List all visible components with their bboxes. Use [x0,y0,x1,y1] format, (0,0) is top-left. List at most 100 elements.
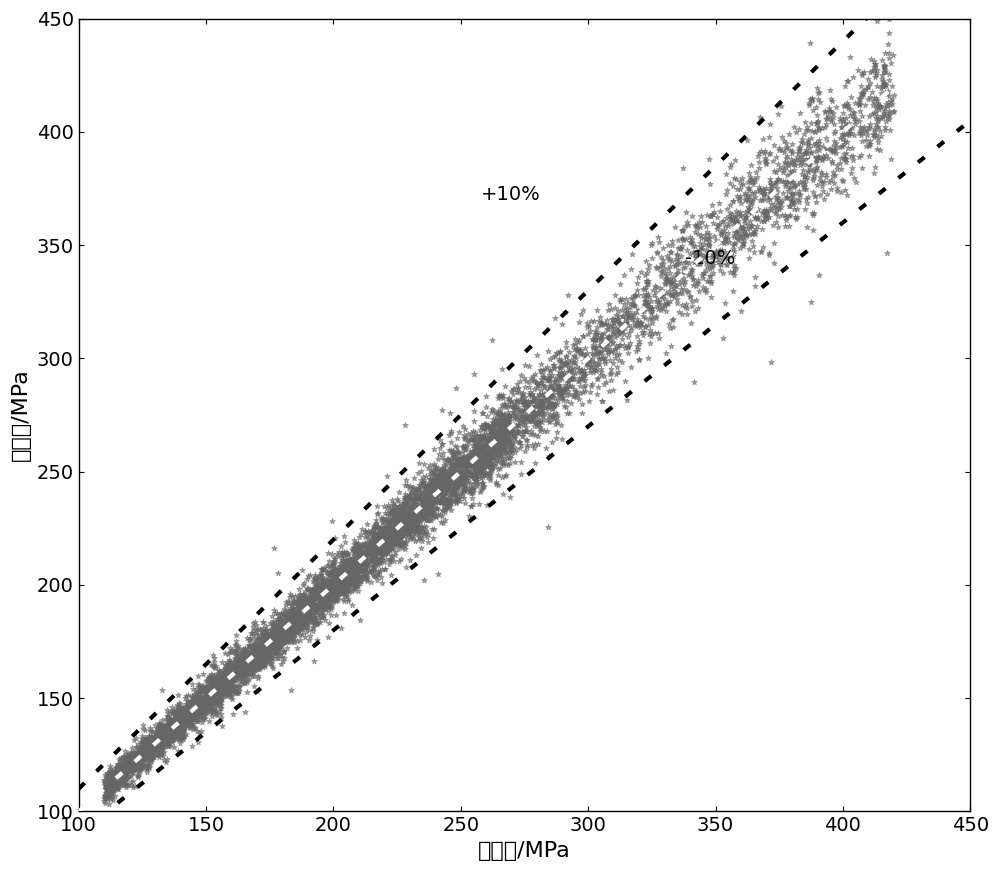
Point [381,538,397,552]
Point [152,723,168,737]
Point [417,479,433,493]
Point [750,210,766,224]
Point [640,317,656,331]
Point [231,663,247,677]
Point [361,564,377,578]
Point [377,543,393,557]
Point [747,269,763,283]
Point [199,686,215,700]
Point [385,534,401,548]
Point [409,507,425,521]
Point [416,519,432,533]
Point [372,542,388,555]
Point [364,537,380,551]
Point [411,456,427,470]
Point [114,765,130,779]
Point [139,744,155,758]
Point [593,316,609,330]
Point [288,625,304,639]
Point [132,763,148,777]
Point [354,549,370,563]
Point [255,621,271,635]
Point [243,655,259,669]
Point [300,607,316,621]
Point [428,485,444,499]
Point [617,374,633,388]
Point [814,152,830,166]
Point [478,447,494,461]
Point [275,627,291,641]
Point [443,470,459,484]
Point [388,505,404,519]
Point [566,382,582,396]
Point [149,721,165,735]
Point [366,562,382,576]
Point [832,140,848,154]
Point [471,450,487,464]
Point [340,565,356,579]
Point [534,388,550,402]
Point [386,507,402,521]
Point [358,557,374,571]
Point [363,526,379,540]
Point [421,484,437,498]
Point [826,133,842,147]
Point [407,509,423,523]
Point [119,746,135,760]
Point [373,528,389,542]
Point [215,675,231,689]
Point [256,632,272,646]
Point [152,732,168,746]
Point [492,439,508,453]
Point [337,572,353,586]
Point [314,562,330,576]
Point [275,615,291,629]
Point [106,768,122,782]
Point [881,73,897,87]
Point [108,780,124,794]
Point [352,547,368,561]
Point [255,640,271,654]
Point [324,578,340,592]
Point [216,665,232,679]
Point [247,654,263,668]
Point [287,603,303,617]
Point [846,112,862,126]
Point [382,540,398,554]
Point [388,508,404,522]
Point [241,638,257,652]
Point [468,465,484,479]
Point [396,521,412,535]
Point [453,460,469,473]
Point [618,316,634,330]
Point [246,623,262,637]
Point [327,581,343,595]
Point [135,736,151,750]
Point [492,461,508,475]
Point [170,715,186,729]
Point [97,778,113,792]
Point [304,595,320,609]
Point [200,686,216,700]
Point [235,668,251,682]
Point [294,601,310,615]
Point [312,582,328,596]
Point [493,426,509,439]
Point [449,475,465,489]
Point [416,504,432,518]
Point [153,744,169,758]
Point [217,662,233,676]
Point [306,576,322,590]
Point [312,607,328,621]
Point [722,206,738,220]
Point [435,516,451,530]
Point [152,744,168,758]
Point [290,610,306,624]
Point [662,245,678,259]
Point [155,725,171,739]
Point [159,714,175,728]
Point [675,223,691,237]
Point [377,521,393,535]
Point [342,562,358,576]
Point [334,571,350,585]
